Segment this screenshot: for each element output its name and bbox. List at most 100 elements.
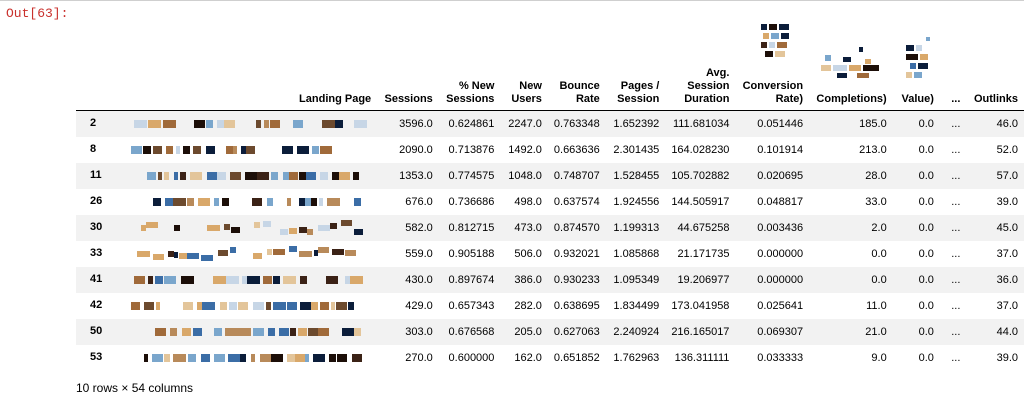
cell-pages: 2.240924 [613,325,660,338]
cell-pct_new: 0.774575 [448,169,495,182]
cell-conv: 0.000000 [757,247,804,260]
cell-sessions: 430.0 [405,273,433,286]
cell-new_users: 473.0 [514,221,542,234]
cell-duration: 21.171735 [677,247,730,260]
cell-ell: ... [951,169,961,182]
cell-new_users: 205.0 [514,325,542,338]
cell-pages: 1.652392 [613,117,660,130]
cell-pages: 1.095349 [613,273,660,286]
table-header: Landing Page Sessions % New Sessions New… [76,16,1024,111]
cell-ell: ... [951,325,961,338]
row-index: 2 [90,117,97,129]
cell-sessions: 559.0 [405,247,433,260]
cell-new_users: 162.0 [514,351,542,364]
header-pct-new-sessions: % New Sessions [438,16,501,111]
cell-pct_new: 0.736686 [448,195,495,208]
landing-page-cell-redacted [114,137,377,163]
cell-compl: 213.0 [859,143,887,156]
cell-sessions: 2090.0 [399,143,433,156]
cell-pct_new: 0.676568 [448,325,495,338]
header-row: Landing Page Sessions % New Sessions New… [76,16,1024,111]
cell-outlinks: 45.0 [996,221,1018,234]
row-index: 33 [90,247,103,259]
header-avg-session-duration: Avg. Session Duration [665,16,736,111]
cell-sessions: 582.0 [405,221,433,234]
cell-outlinks: 57.0 [996,169,1018,182]
cell-bounce: 0.874570 [553,221,600,234]
cell-conv: 0.069307 [757,325,804,338]
table-row: 42 429.0 0.657343 282.0 0.638695 1.834499 173.… [76,293,1024,319]
table-row: 11 1353.0 0.774575 1048.0 0.748707 1.528455 10… [76,162,1024,189]
cell-sessions: 270.0 [405,351,433,364]
cell-sessions: 1353.0 [399,169,433,182]
cell-duration: 164.028230 [671,143,730,156]
table-row: 33 559.0 0.905188 506.0 0.932021 1.085868 21.1… [76,241,1024,267]
cell-new_users: 506.0 [514,247,542,260]
table-row: 53 270.0 0.600000 162.0 0.651852 1.762963 136.… [76,345,1024,371]
cell-bounce: 0.638695 [553,299,600,312]
cell-new_users: 386.0 [514,273,542,286]
row-index: 30 [90,221,103,233]
cell-new_users: 1048.0 [508,169,542,182]
cell-duration: 44.675258 [677,221,730,234]
landing-page-cell-redacted [114,241,377,267]
cell-sessions: 303.0 [405,325,433,338]
row-index: 42 [90,299,103,311]
header-ellipsis: ... [939,16,967,111]
cell-bounce: 0.763348 [553,117,600,130]
cell-value: 0.0 [918,325,934,338]
header-completions: Completions) [809,16,893,111]
header-sessions: Sessions [377,16,439,111]
row-index: 8 [90,143,97,155]
header-landing-page: Landing Page [114,16,378,111]
cell-ell: ... [951,221,961,234]
row-index: 11 [90,169,102,181]
table-row: 8 2090.0 0.713876 1492.0 0.663636 2.301435 164… [76,137,1024,163]
cell-duration: 105.702882 [671,169,730,182]
cell-ell: ... [951,143,961,156]
cell-compl: 0.0 [871,273,887,286]
cell-compl: 9.0 [871,351,887,364]
redacted-header-graphic [904,36,934,89]
cell-new_users: 498.0 [514,195,542,208]
row-index: 41 [90,273,103,285]
cell-pages: 1.528455 [613,169,660,182]
landing-page-cell-redacted [114,215,377,241]
cell-compl: 185.0 [859,117,887,130]
cell-pages: 1.834499 [613,299,660,312]
cell-pages: 1.924556 [613,195,660,208]
cell-duration: 144.505917 [671,195,730,208]
cell-bounce: 0.651852 [553,351,600,364]
cell-sessions: 676.0 [405,195,433,208]
cell-compl: 33.0 [865,195,887,208]
cell-sessions: 429.0 [405,299,433,312]
cell-pct_new: 0.657343 [448,299,495,312]
cell-outlinks: 46.0 [996,117,1018,130]
cell-bounce: 0.932021 [553,247,600,260]
cell-value: 0.0 [918,143,934,156]
cell-outlinks: 39.0 [996,195,1018,208]
cell-value: 0.0 [918,299,934,312]
cell-outlinks: 36.0 [996,273,1018,286]
cell-ell: ... [951,195,961,208]
landing-page-cell-redacted [114,163,377,189]
cell-outlinks: 39.0 [996,351,1018,364]
cell-new_users: 2247.0 [508,117,542,130]
header-outlinks: Outlinks [966,16,1024,111]
cell-compl: 0.0 [871,247,887,260]
table-row: 26 676.0 0.736686 498.0 0.637574 1.924556 144.… [76,189,1024,215]
cell-value: 0.0 [918,273,934,286]
cell-value: 0.0 [918,117,934,130]
cell-duration: 136.311111 [674,351,730,364]
table-row: 50 303.0 0.676568 205.0 0.627063 2.240924 216.… [76,318,1024,345]
cell-ell: ... [951,117,961,130]
landing-page-cell-redacted [114,189,377,215]
cell-pages: 1.085868 [613,247,660,260]
table-body: 2 3596.0 0.624861 2247.0 0.763348 1.652392 111… [76,110,1024,371]
cell-outlinks: 52.0 [996,143,1018,156]
cell-pct_new: 0.897674 [448,273,495,286]
cell-bounce: 0.748707 [553,169,600,182]
cell-value: 0.0 [918,169,934,182]
redacted-header-graphic [817,37,887,89]
landing-page-cell-redacted [114,267,377,293]
